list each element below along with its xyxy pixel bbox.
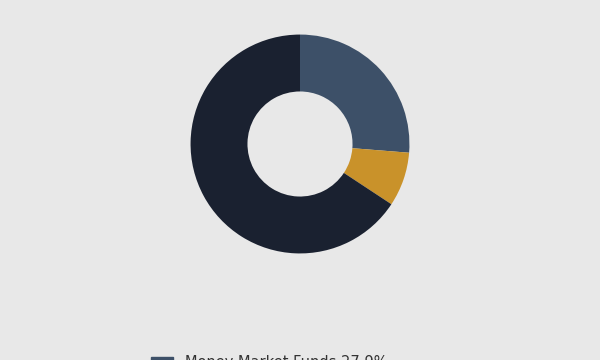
Wedge shape xyxy=(344,148,409,204)
Legend: Money Market Funds 27.9%, Purchased Options 8.5%, U.S. Government & Agencies 69.: Money Market Funds 27.9%, Purchased Opti… xyxy=(151,355,449,360)
Wedge shape xyxy=(300,35,409,153)
Wedge shape xyxy=(191,35,391,253)
